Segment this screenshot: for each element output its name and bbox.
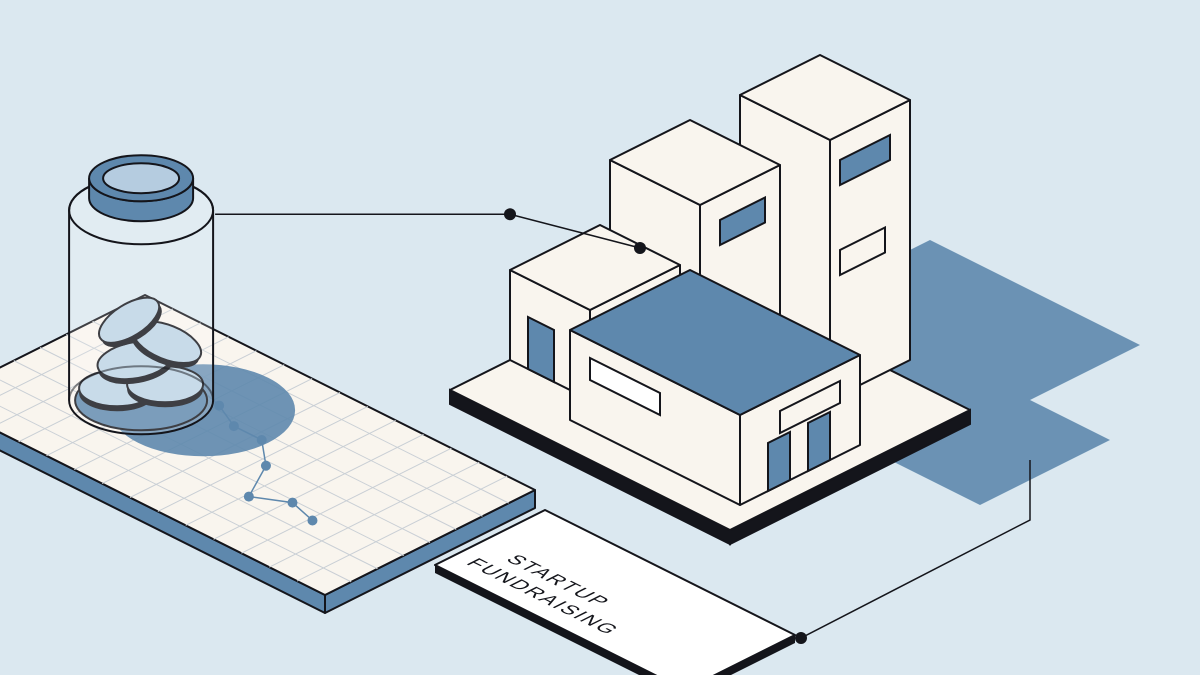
chart-point-5 bbox=[261, 461, 271, 471]
chart-point-7 bbox=[287, 498, 297, 508]
chart-point-2 bbox=[214, 401, 224, 411]
chart-point-4 bbox=[257, 435, 267, 445]
infographic-scene: STARTUPFUNDRAISING bbox=[0, 0, 1200, 675]
connector-right-dot bbox=[795, 632, 807, 644]
chart-point-3 bbox=[229, 421, 239, 431]
connector-top-dot-2 bbox=[634, 242, 646, 254]
chart-point-6 bbox=[244, 492, 254, 502]
connector-top-dot-1 bbox=[504, 208, 516, 220]
chart-point-8 bbox=[307, 515, 317, 525]
jar-lid-hole bbox=[103, 163, 179, 193]
